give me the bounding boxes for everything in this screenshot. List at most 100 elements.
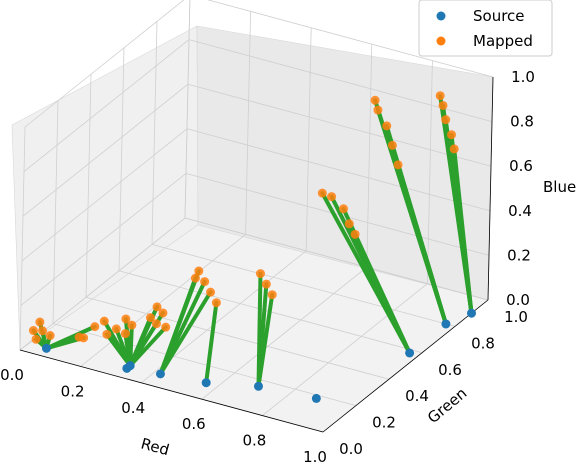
mapped-point bbox=[255, 269, 265, 279]
grid-left-y bbox=[118, 47, 125, 271]
mapped-point bbox=[373, 105, 383, 115]
x-tick-label: 0.8 bbox=[242, 432, 266, 450]
connector-line bbox=[353, 232, 412, 355]
grid-left-z bbox=[20, 173, 187, 306]
source-point bbox=[201, 378, 211, 388]
tick-labels: 0.00.20.40.60.81.0 0.00.20.40.60.81.00.00… bbox=[0, 68, 535, 465]
grid-back-x bbox=[427, 60, 433, 284]
mapped-point bbox=[145, 313, 155, 323]
source-point bbox=[155, 369, 165, 379]
grid-back-x bbox=[245, 11, 251, 235]
connector-line bbox=[256, 292, 275, 389]
grid-left-z bbox=[23, 39, 190, 172]
x-tick-label: 1.0 bbox=[303, 448, 327, 465]
mapped-point bbox=[38, 326, 48, 336]
grid-left-y bbox=[19, 126, 26, 351]
grid-floor-y bbox=[151, 244, 456, 327]
grid-floor-x bbox=[201, 266, 368, 400]
mapped-point bbox=[31, 334, 41, 344]
connector-line bbox=[123, 331, 133, 368]
connector-line bbox=[128, 325, 168, 368]
grid-back-z bbox=[185, 173, 490, 256]
x-axis-line bbox=[19, 349, 324, 433]
x-axis-label: Red bbox=[139, 434, 171, 459]
mapped-point bbox=[206, 287, 216, 297]
z-tick-label: 0.2 bbox=[507, 246, 531, 264]
grid-floor-y bbox=[85, 296, 390, 380]
mapped-point bbox=[370, 95, 380, 105]
x-tick-label: 0.0 bbox=[0, 366, 24, 384]
source-point bbox=[311, 393, 321, 403]
mapped-point bbox=[28, 326, 38, 336]
grid-left-y bbox=[184, 0, 191, 219]
mapped-point bbox=[45, 331, 55, 341]
y-axis-line bbox=[322, 299, 489, 433]
z-axis-line bbox=[487, 76, 494, 301]
mapped-point bbox=[438, 100, 448, 110]
connectors bbox=[31, 93, 474, 389]
points bbox=[28, 91, 476, 403]
connector-line bbox=[396, 162, 448, 326]
legend-label-source: Source bbox=[473, 7, 525, 25]
grid-left-z bbox=[22, 83, 189, 217]
mapped-point bbox=[344, 219, 354, 229]
mapped-point bbox=[447, 130, 456, 140]
mapped-point bbox=[267, 290, 277, 300]
connector-line bbox=[158, 290, 213, 376]
legend-marker-source bbox=[436, 11, 446, 21]
mapped-point bbox=[99, 316, 109, 326]
grid-back-z bbox=[206, 0, 494, 78]
z-tick-label: 0.8 bbox=[510, 113, 534, 131]
z-tick-label: 0.4 bbox=[508, 202, 532, 220]
z-tick-label: 0.0 bbox=[506, 291, 530, 309]
mapped-point bbox=[79, 333, 89, 343]
grid-left-z bbox=[19, 217, 186, 351]
legend-box bbox=[418, 0, 553, 57]
mapped-point bbox=[190, 273, 200, 283]
source-point bbox=[125, 361, 135, 371]
source-point bbox=[254, 381, 263, 391]
legend: Source Mapped bbox=[418, 0, 553, 57]
grid-left-z bbox=[24, 0, 185, 128]
mapped-point bbox=[35, 317, 45, 327]
mapped-point bbox=[211, 298, 221, 308]
z-axis-label: Blue bbox=[543, 178, 576, 196]
mapped-point bbox=[158, 308, 168, 318]
source-point bbox=[441, 319, 451, 329]
grid-back-z bbox=[187, 83, 492, 167]
mapped-point bbox=[261, 279, 271, 289]
x-tick-label: 0.2 bbox=[61, 382, 85, 400]
mapped-point bbox=[339, 204, 348, 214]
grid-left-z bbox=[21, 128, 188, 262]
grid-left-y bbox=[52, 100, 59, 324]
mapped-point bbox=[161, 322, 171, 332]
y-tick-label: 0.6 bbox=[438, 361, 462, 379]
z-tick-label: 1.0 bbox=[511, 68, 535, 86]
grid-floor-x bbox=[80, 234, 246, 367]
source-point bbox=[467, 308, 476, 318]
mapped-point bbox=[441, 115, 451, 125]
mapped-point bbox=[200, 277, 210, 287]
axis-panes bbox=[11, 25, 494, 433]
mapped-point bbox=[393, 160, 403, 170]
mapped-point bbox=[382, 121, 392, 131]
y-tick-label: 1.0 bbox=[504, 308, 528, 326]
mapped-point bbox=[317, 188, 327, 198]
grid-back-x bbox=[366, 44, 373, 268]
source-point bbox=[41, 343, 51, 353]
mapped-point bbox=[121, 314, 131, 324]
grid-floor-y bbox=[184, 217, 489, 301]
x-tick-label: 0.4 bbox=[121, 399, 145, 417]
mapped-point bbox=[350, 229, 360, 239]
y-axis-label: Green bbox=[424, 384, 470, 427]
connector-line bbox=[204, 300, 219, 385]
mapped-point bbox=[327, 192, 337, 202]
grid-left-y bbox=[151, 21, 158, 245]
y-tick-label: 0.2 bbox=[372, 414, 396, 432]
grid-left-y bbox=[85, 74, 92, 298]
mapped-point bbox=[127, 320, 137, 330]
mapped-point bbox=[90, 322, 100, 332]
mapped-point bbox=[435, 91, 445, 101]
z-tick-label: 0.6 bbox=[509, 157, 533, 175]
